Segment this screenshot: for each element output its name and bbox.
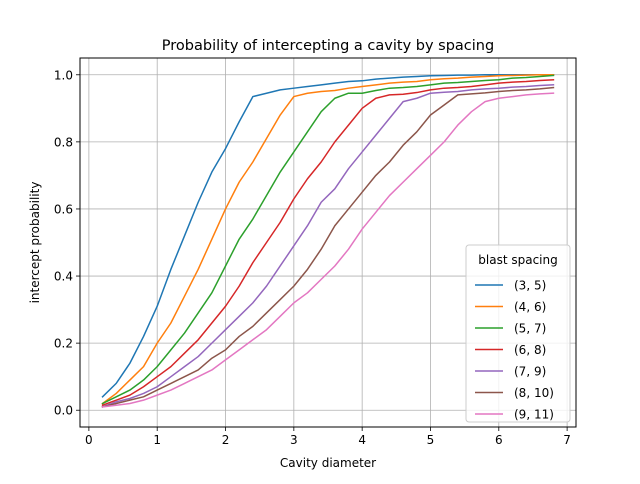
legend-item: (9, 11) xyxy=(475,408,554,422)
series-line-2 xyxy=(101,74,555,405)
y-axis-label: intercept probability xyxy=(28,182,42,304)
legend-box xyxy=(465,244,571,423)
series-line-5 xyxy=(101,84,555,408)
y-tick-label: 0.2 xyxy=(54,337,73,351)
legend: blast spacing (3, 5) (4, 6) (5, 7) (6, 8) (7… xyxy=(465,244,571,423)
legend-item: (5, 7) xyxy=(475,322,546,336)
y-tick-label: 0.0 xyxy=(54,404,73,418)
legend-title: blast spacing xyxy=(478,253,557,267)
x-tick-label: 2 xyxy=(222,433,230,447)
y-tick-label: 0.4 xyxy=(54,270,73,284)
x-tick-label: 5 xyxy=(427,433,435,447)
legend-item: (6, 8) xyxy=(475,343,546,357)
legend-label: (5, 7) xyxy=(514,322,546,336)
legend-label: (7, 9) xyxy=(514,365,546,379)
legend-label: (4, 6) xyxy=(514,300,546,314)
x-axis-label: Cavity diameter xyxy=(280,456,376,470)
chart-title: Probability of intercepting a cavity by … xyxy=(162,38,494,54)
legend-item: (7, 9) xyxy=(475,365,546,379)
x-tick-label: 1 xyxy=(153,433,161,447)
y-tick-label: 1.0 xyxy=(54,68,73,82)
plot-frame xyxy=(79,57,577,428)
series-line-1 xyxy=(101,74,555,398)
x-tick-label: 7 xyxy=(563,433,571,447)
series-line-7 xyxy=(101,92,555,408)
legend-item: (4, 6) xyxy=(475,300,546,314)
x-tick-label: 3 xyxy=(290,433,298,447)
legend-label: (6, 8) xyxy=(514,343,546,357)
x-tick-label: 6 xyxy=(495,433,503,447)
series-lines xyxy=(101,74,555,408)
series-line-6 xyxy=(101,86,555,408)
legend-item: (3, 5) xyxy=(475,279,546,293)
legend-label: (8, 10) xyxy=(514,386,554,400)
axis-ticks: 0 1 2 3 4 5 6 7 0.0 0.2 0.4 0.6 0.8 1.0 xyxy=(54,68,571,447)
legend-label: (9, 11) xyxy=(514,408,554,422)
x-tick-label: 4 xyxy=(358,433,366,447)
y-tick-label: 0.8 xyxy=(54,135,73,149)
y-tick-label: 0.6 xyxy=(54,202,73,216)
x-tick-label: 0 xyxy=(85,433,93,447)
legend-items: (3, 5) (4, 6) (5, 7) (6, 8) (7, 9) (8, 10) (9,… xyxy=(475,279,554,422)
legend-label: (3, 5) xyxy=(514,279,546,293)
legend-item: (8, 10) xyxy=(475,386,554,400)
series-line-4 xyxy=(101,79,555,407)
series-line-3 xyxy=(101,74,555,405)
